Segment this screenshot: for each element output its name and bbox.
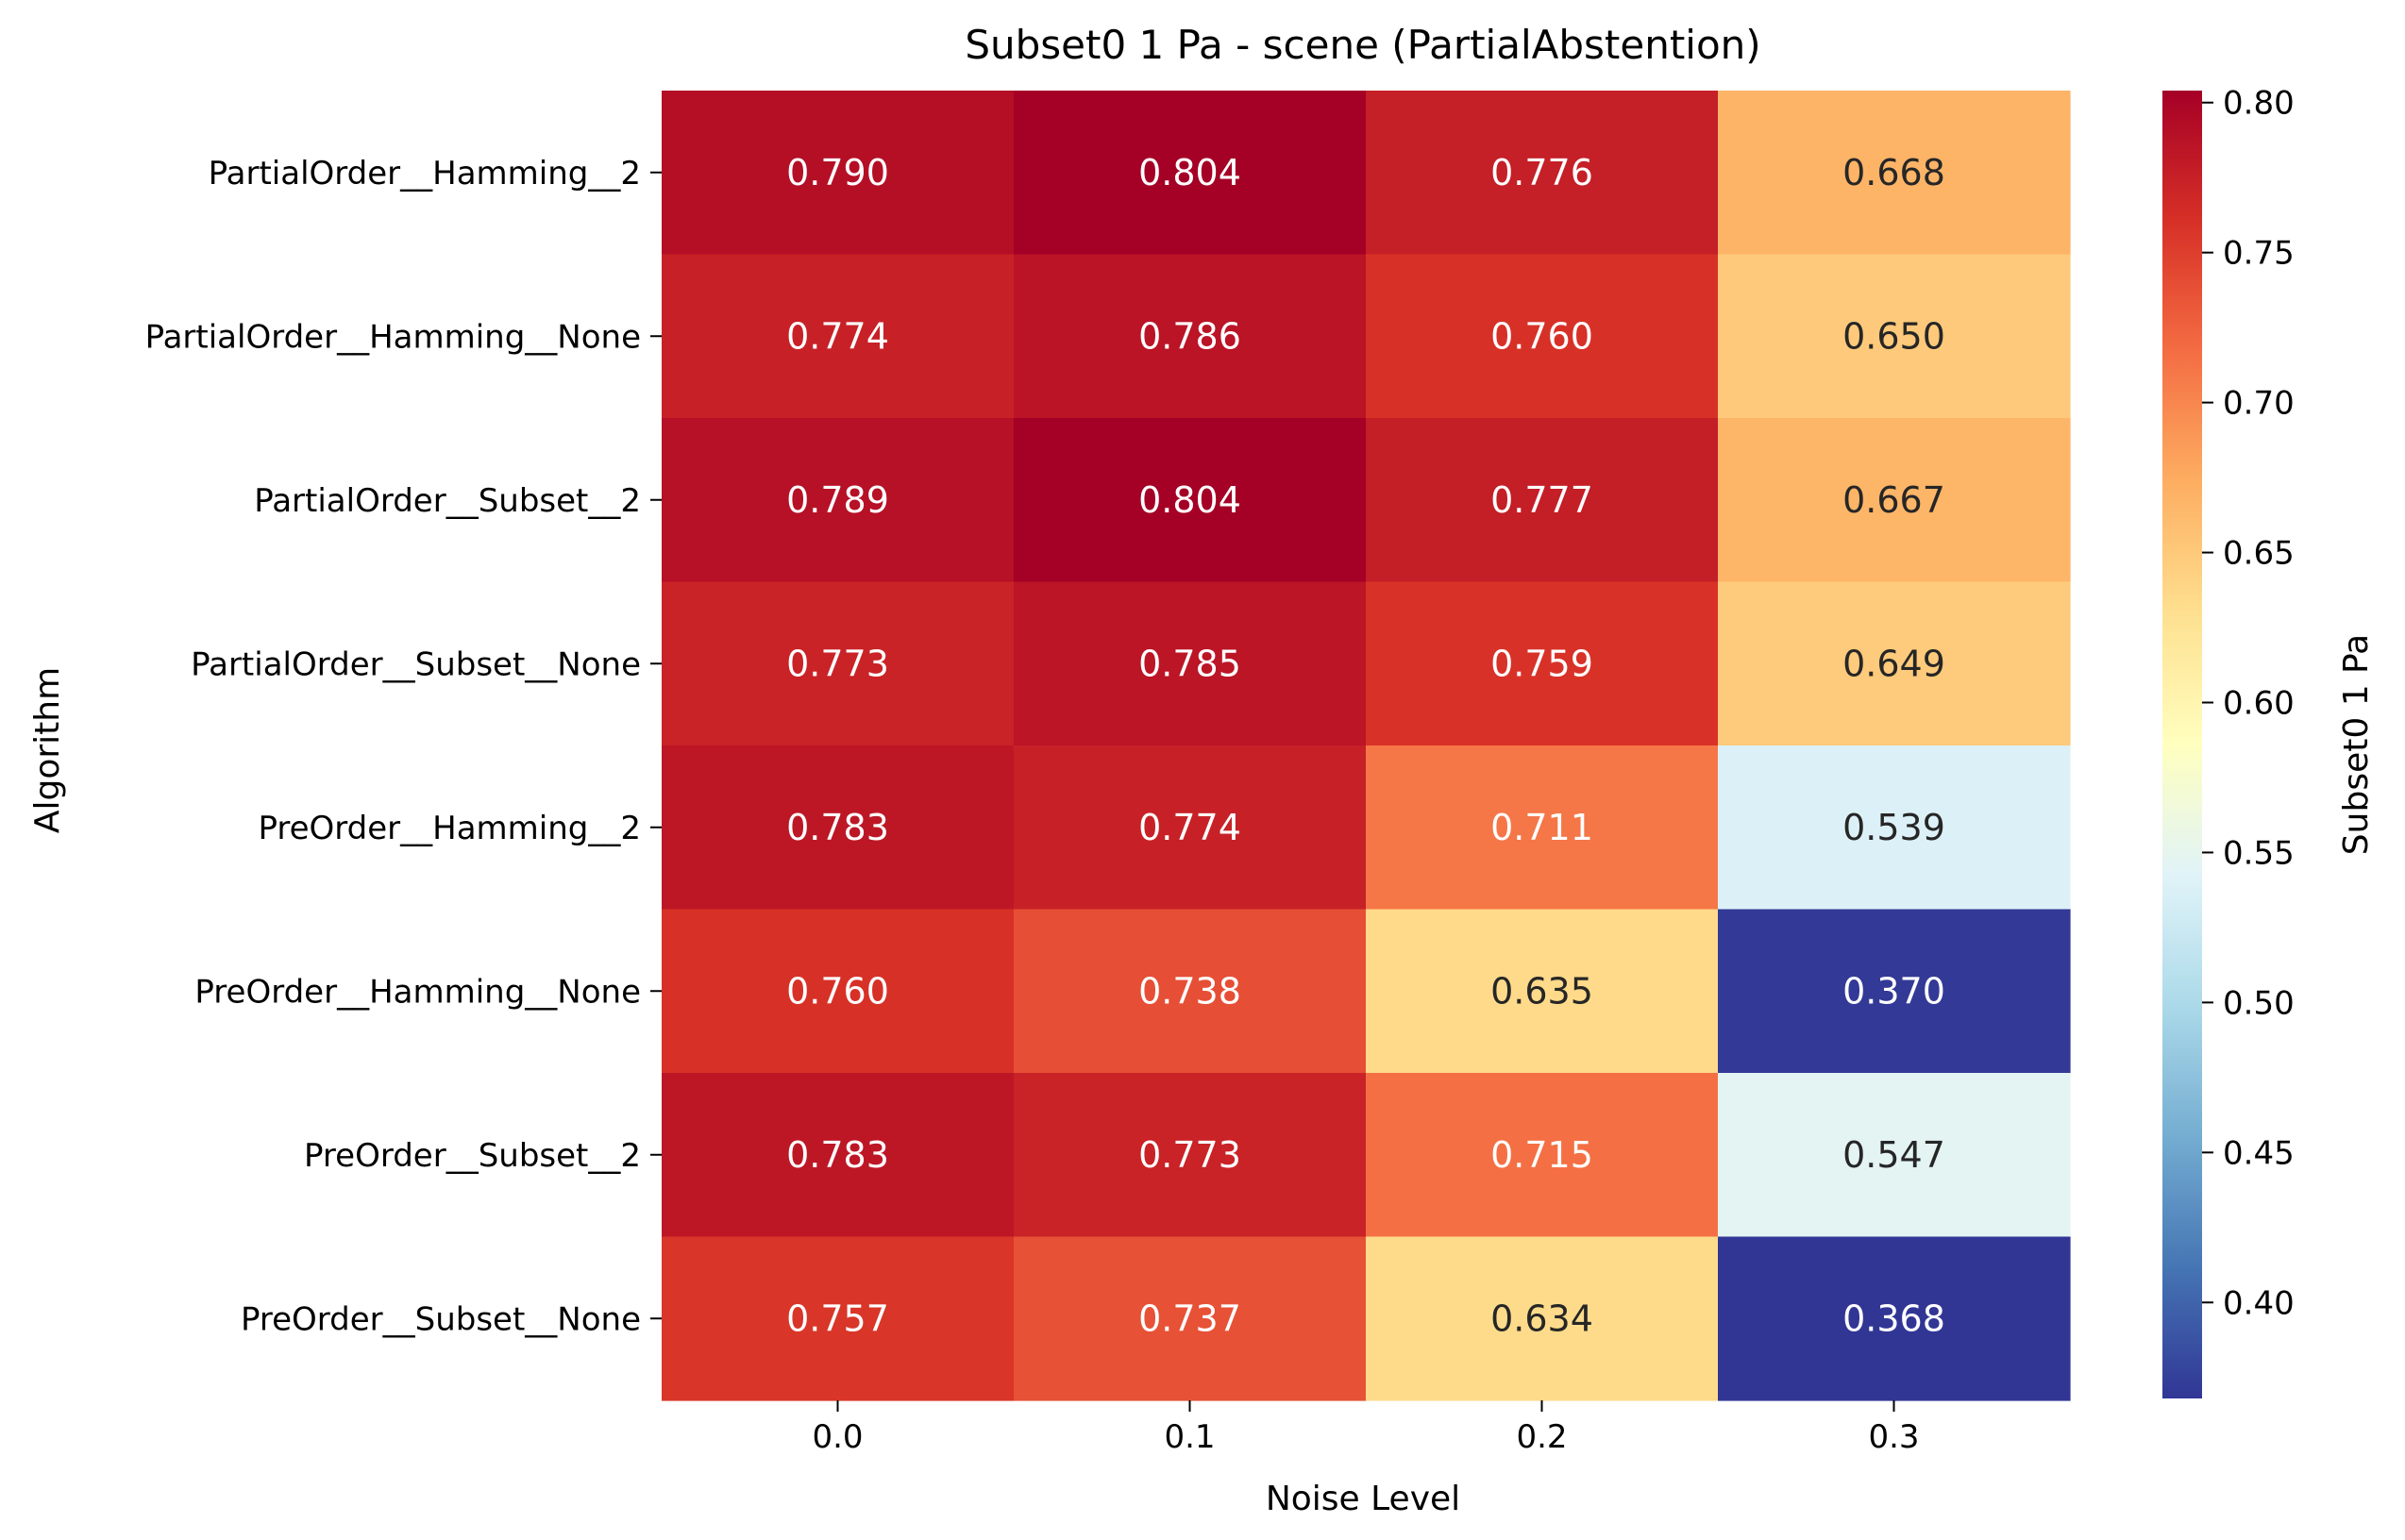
x-tick-label: 0.0 — [812, 1418, 863, 1456]
heatmap-cell-r5-c2 — [1366, 909, 1719, 1074]
heatmap-cell-r6-c2 — [1366, 1073, 1719, 1238]
cell-value-label: 0.773 — [1138, 1134, 1241, 1176]
cell-value-label: 0.804 — [1138, 479, 1241, 521]
heatmap-cell-r1-c2 — [1366, 254, 1719, 419]
heatmap-cell-r3-c3 — [1718, 581, 2071, 746]
cell-value-label: 0.650 — [1842, 315, 1945, 357]
cell-value-label: 0.711 — [1490, 807, 1593, 848]
heatmap-cell-r0-c1 — [1014, 91, 1367, 256]
colorbar-tick-label: 0.50 — [2223, 984, 2295, 1022]
cell-value-label: 0.634 — [1490, 1297, 1593, 1339]
heatmap-cell-r4-c3 — [1718, 745, 2071, 911]
colorbar-label: Subset0 1 Pa — [2337, 634, 2376, 855]
cell-value-label: 0.777 — [1490, 479, 1593, 521]
y-tick-label: PartialOrder__Subset__None — [191, 645, 641, 683]
heatmap-cell-r4-c0 — [662, 745, 1015, 911]
heatmap-cell-r7-c3 — [1718, 1236, 2071, 1401]
y-tick-label: PreOrder__Hamming__None — [194, 973, 641, 1011]
y-tick-label: PartialOrder__Hamming__2 — [209, 155, 641, 192]
y-tick-label: PreOrder__Subset__None — [241, 1300, 641, 1338]
heatmap-cell-r6-c3 — [1718, 1073, 2071, 1238]
y-tick-label: PartialOrder__Hamming__None — [145, 318, 641, 356]
colorbar-tick-label: 0.65 — [2223, 535, 2295, 573]
heatmap-cell-r1-c1 — [1014, 254, 1367, 419]
heatmap-cell-r3-c1 — [1014, 581, 1367, 746]
colorbar-tick-label: 0.45 — [2223, 1134, 2295, 1172]
cell-value-label: 0.668 — [1842, 152, 1945, 193]
x-axis: 0.0 0.1 0.2 0.3 — [812, 1400, 1920, 1456]
heatmap-cell-r0-c3 — [1718, 91, 2071, 256]
cell-value-label: 0.737 — [1138, 1297, 1241, 1339]
cell-value-label: 0.370 — [1842, 970, 1945, 1012]
heatmap-cell-r6-c1 — [1014, 1073, 1367, 1238]
x-tick-label: 0.2 — [1516, 1418, 1567, 1456]
y-tick-label: PreOrder__Subset__2 — [304, 1137, 641, 1175]
x-tick-label: 0.1 — [1164, 1418, 1215, 1456]
cell-value-label: 0.804 — [1138, 152, 1241, 193]
heatmap-cell-r2-c1 — [1014, 418, 1367, 583]
heatmap-cell-r5-c3 — [1718, 909, 2071, 1074]
cell-value-label: 0.760 — [786, 970, 889, 1012]
heatmap-cell-r2-c2 — [1366, 418, 1719, 583]
heatmap-cell-r3-c0 — [662, 581, 1015, 746]
colorbar-tick-label: 0.55 — [2223, 834, 2295, 872]
heatmap-cell-r7-c1 — [1014, 1236, 1367, 1401]
heatmap-cell-r3-c2 — [1366, 581, 1719, 746]
x-axis-label: Noise Level — [1266, 1480, 1460, 1518]
cell-value-label: 0.757 — [786, 1297, 889, 1339]
heatmap-cell-r5-c1 — [1014, 909, 1367, 1074]
heatmap-cell-r4-c2 — [1366, 745, 1719, 911]
cell-value-label: 0.790 — [786, 152, 889, 193]
cell-value-label: 0.738 — [1138, 970, 1241, 1012]
cell-value-label: 0.783 — [786, 807, 889, 848]
colorbar-tick-label: 0.60 — [2223, 684, 2295, 722]
cell-value-label: 0.789 — [786, 479, 889, 521]
y-axis: PartialOrder__Hamming__2 PartialOrder__Ha… — [145, 155, 662, 1338]
colorbar-ticks: 0.40 0.45 0.50 0.55 0.60 0.65 0.70 0.75 0.80 — [2202, 85, 2295, 1322]
y-axis-label: Algorithm — [28, 667, 67, 833]
colorbar-tick-label: 0.40 — [2223, 1284, 2295, 1322]
cell-value-label: 0.649 — [1842, 643, 1945, 684]
heatmap-cell-r7-c2 — [1366, 1236, 1719, 1401]
heatmap-cell-r6-c0 — [662, 1073, 1015, 1238]
cell-value-label: 0.759 — [1490, 643, 1593, 684]
cell-value-label: 0.785 — [1138, 643, 1241, 684]
cell-value-label: 0.776 — [1490, 152, 1593, 193]
chart-title: Subset0 1 Pa - scene (PartialAbstention) — [965, 22, 1760, 68]
cell-value-label: 0.774 — [1138, 807, 1241, 848]
heatmap-cell-r1-c0 — [662, 254, 1015, 419]
heatmap-cell-r0-c2 — [1366, 91, 1719, 256]
heatmap-cell-r2-c3 — [1718, 418, 2071, 583]
cell-value-label: 0.783 — [786, 1134, 889, 1176]
colorbar-tick-label: 0.75 — [2223, 235, 2295, 273]
heatmap-cell-r4-c1 — [1014, 745, 1367, 911]
cell-value-label: 0.667 — [1842, 479, 1945, 521]
colorbar-tick-label: 0.80 — [2223, 85, 2295, 123]
cell-value-label: 0.547 — [1842, 1134, 1945, 1176]
colorbar — [2162, 91, 2202, 1398]
y-tick-label: PartialOrder__Subset__2 — [254, 482, 641, 520]
cell-value-label: 0.786 — [1138, 315, 1241, 357]
cell-value-label: 0.368 — [1842, 1297, 1945, 1339]
cell-value-label: 0.539 — [1842, 807, 1945, 848]
heatmap-cell-r7-c0 — [662, 1236, 1015, 1401]
colorbar-tick-label: 0.70 — [2223, 385, 2295, 423]
heatmap-cell-r2-c0 — [662, 418, 1015, 583]
cell-value-label: 0.715 — [1490, 1134, 1593, 1176]
cell-labels: 0.790 0.804 0.776 0.668 0.774 0.786 0.760 0.650… — [786, 152, 1945, 1340]
heatmap-cell-r0-c0 — [662, 91, 1015, 256]
cell-value-label: 0.774 — [786, 315, 889, 357]
cell-value-label: 0.760 — [1490, 315, 1593, 357]
y-tick-label: PreOrder__Hamming__2 — [258, 810, 641, 847]
cell-value-label: 0.635 — [1490, 970, 1593, 1012]
x-tick-label: 0.3 — [1868, 1418, 1919, 1456]
heatmap-cells — [662, 91, 2071, 1401]
heatmap-cell-r1-c3 — [1718, 254, 2071, 419]
heatmap-cell-r5-c0 — [662, 909, 1015, 1074]
cell-value-label: 0.773 — [786, 643, 889, 684]
